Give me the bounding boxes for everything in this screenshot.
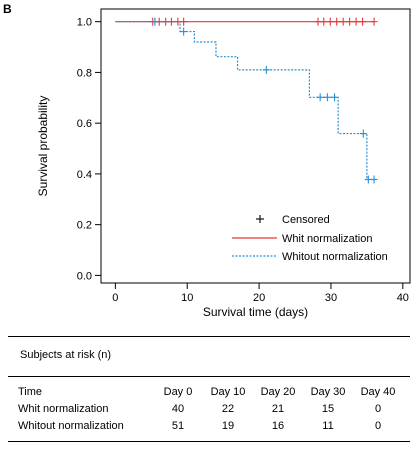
risk-cell: 40: [171, 402, 185, 415]
x-tick-label: 40: [397, 292, 409, 304]
panel-label: B: [3, 2, 12, 16]
risk-cell: 0: [374, 402, 382, 415]
risk-table-time-label: Time: [18, 385, 43, 398]
risk-col-day40: Day 40: [360, 385, 396, 398]
survival-chart: 0 10 20 30 40 0.0 0.2 0.4 0.6 0.8 1.0 Survival time…: [36, 8, 411, 319]
risk-cell: 21: [271, 402, 285, 415]
y-tick-label: 0.4: [77, 169, 92, 181]
risk-row-label: Whitout normalization: [18, 419, 124, 432]
risk-table-header-row: Time Day 0 Day 10 Day 20 Day 30 Day 40: [18, 383, 403, 400]
legend-label: Whitout normalization: [282, 251, 388, 263]
risk-table: Time Day 0 Day 10 Day 20 Day 30 Day 40 W…: [18, 383, 403, 434]
risk-col-day20: Day 20: [260, 385, 296, 398]
plot-frame: [100, 8, 411, 284]
y-axis-label: Survival probability: [36, 96, 50, 197]
legend-label: Whit normalization: [282, 233, 372, 245]
risk-col-day0: Day 0: [163, 385, 193, 398]
risk-cell: 51: [171, 419, 185, 432]
plot-curves: [115, 17, 378, 184]
risk-col-day10: Day 10: [210, 385, 246, 398]
x-tick-label: 30: [325, 292, 337, 304]
series-line-whitout-normalization: [115, 21, 375, 181]
y-tick-label: 0.6: [77, 118, 92, 130]
y-tick-label: 0.8: [77, 67, 92, 79]
legend-label: Censored: [282, 214, 330, 226]
y-tick-label: 0.0: [77, 270, 92, 282]
risk-row-whitout: Whitout normalization 51 19 16 11 0: [18, 417, 403, 434]
risk-cell: 22: [221, 402, 235, 415]
risk-cell: 0: [374, 419, 382, 432]
x-tick-label: 0: [112, 292, 118, 304]
chart-legend: Censored Whit normalization Whitout normal…: [232, 214, 388, 263]
y-tick-label: 0.2: [77, 220, 92, 232]
risk-table-top-rule: [8, 336, 410, 337]
risk-cell: 16: [271, 419, 285, 432]
risk-cell: 11: [322, 419, 334, 432]
risk-cell: 19: [221, 419, 235, 432]
risk-table-mid-rule: [8, 376, 410, 377]
risk-table-title: Subjects at risk (n): [20, 349, 112, 361]
risk-row-whit: Whit normalization 40 22 21 15 0: [18, 400, 403, 417]
x-tick-label: 10: [181, 292, 193, 304]
risk-row-label: Whit normalization: [18, 402, 109, 415]
risk-cell: 15: [321, 402, 335, 415]
x-axis-label: Survival time (days): [203, 305, 308, 319]
plot-axes: 0 10 20 30 40 0.0 0.2 0.4 0.6 0.8 1.0 Survival time…: [36, 8, 411, 319]
risk-col-day30: Day 30: [310, 385, 346, 398]
x-tick-label: 20: [253, 292, 265, 304]
y-tick-label: 1.0: [77, 17, 92, 29]
risk-table-bottom-rule: [8, 441, 410, 442]
